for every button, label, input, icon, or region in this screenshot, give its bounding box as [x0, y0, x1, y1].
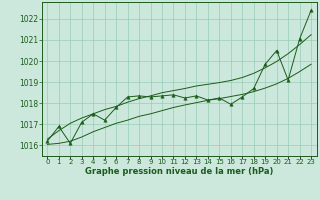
X-axis label: Graphe pression niveau de la mer (hPa): Graphe pression niveau de la mer (hPa)	[85, 167, 273, 176]
